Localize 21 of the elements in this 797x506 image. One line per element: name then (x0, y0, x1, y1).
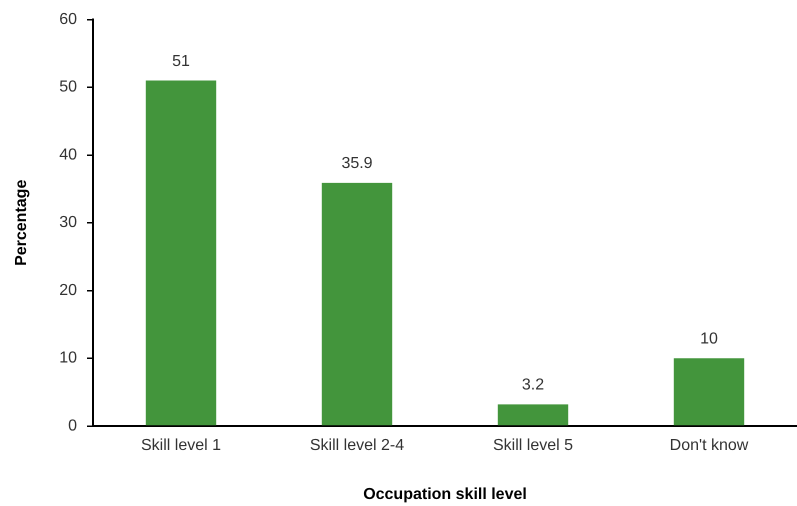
y-tick-label: 40 (59, 146, 78, 164)
x-tick-label: Skill level 5 (492, 437, 574, 454)
bar (498, 404, 568, 426)
y-tick-label: 10 (59, 350, 78, 367)
data-label: 3.2 (522, 376, 544, 394)
y-tick-label: 20 (59, 282, 78, 299)
x-tick-label: Skill level 2-4 (310, 437, 404, 454)
data-label: 35.9 (341, 155, 373, 172)
data-label: 51 (172, 52, 190, 70)
data-label: 10 (700, 330, 718, 348)
x-tick-label: Don't know (670, 437, 749, 454)
y-axis-title: Percentage (13, 180, 30, 266)
y-tick-label: 60 (59, 11, 78, 28)
x-tick-label: Skill level 1 (140, 437, 222, 454)
bar (322, 182, 392, 426)
x-axis-title: Occupation skill level (363, 486, 527, 503)
bar (146, 80, 216, 426)
y-tick-label: 30 (59, 214, 78, 232)
y-tick-label: 50 (59, 78, 78, 96)
y-tick-label: 0 (68, 417, 78, 434)
bar (674, 358, 744, 426)
